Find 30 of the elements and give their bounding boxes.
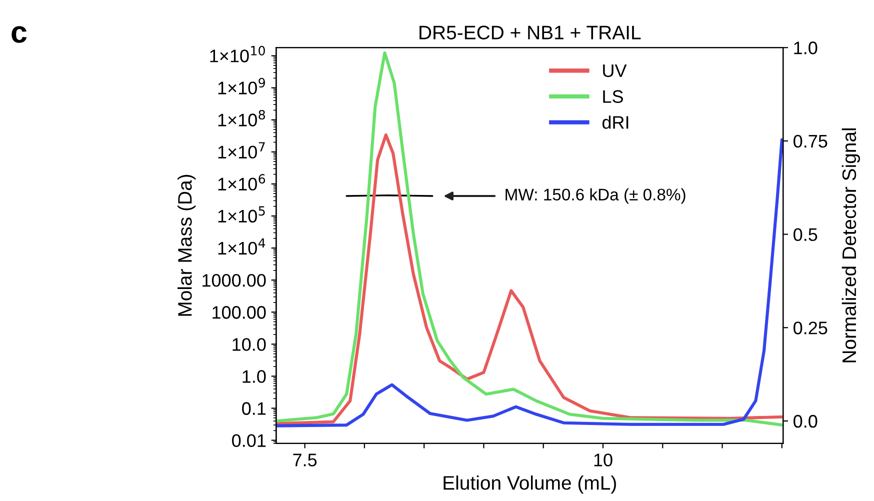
y-tick-label: 1.0 <box>242 370 266 383</box>
y-tick-label: 1×10$^{10}$ <box>210 46 265 62</box>
y2-tick-label: 0.75 <box>794 134 828 148</box>
legend-label: LS <box>603 90 623 103</box>
y-tick-label: 0.01 <box>232 434 266 447</box>
x-tick-label: 10 <box>594 454 612 466</box>
y-tick-label: 100.00 <box>212 306 266 319</box>
text: c <box>12 26 27 43</box>
y-tick-label: 1×10$^{5}$ <box>218 206 265 223</box>
y2-tick-label: 0.0 <box>794 414 818 428</box>
annotation: MW: 150.6 kDa (± 0.8%) <box>506 188 686 204</box>
y2-tick-label: 0.5 <box>794 228 818 242</box>
y2-tick-label: 1.0 <box>794 42 818 54</box>
line-series <box>276 51 784 427</box>
y-tick-label: 1000.00 <box>202 274 266 287</box>
legend-label: UV <box>603 64 627 78</box>
x-tick-label: 7.5 <box>293 454 317 466</box>
y-tick-label: 1×10$^{4}$ <box>218 238 266 255</box>
y-tick-label: 1×10$^{6}$ <box>218 174 266 191</box>
x-axis-title: Elution Volume (mL) <box>444 475 616 494</box>
y-tick-label: 1×10$^{7}$ <box>218 142 265 158</box>
y2-axis-title: Normalized Detector Signal <box>842 128 860 362</box>
y-axis-title: Molar Mass (Da) <box>178 174 196 316</box>
y-tick-label: 0.1 <box>242 402 266 415</box>
y2-tick-label: 0.25 <box>794 322 828 334</box>
legend-label: dRI <box>602 116 628 129</box>
y-tick-label: 1×10$^{9}$ <box>218 78 265 94</box>
y-tick-label: 1×10$^{8}$ <box>218 110 266 126</box>
chart-title: DR5-ECD + NB1 + TRAIL <box>420 26 641 40</box>
y-tick-label: 10.0 <box>232 338 266 351</box>
